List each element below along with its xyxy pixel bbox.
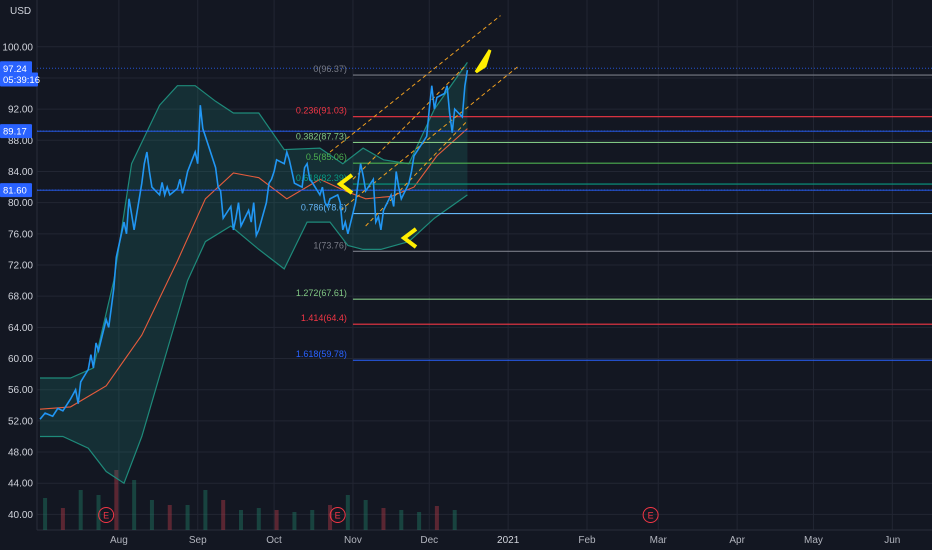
price-tag-label: 81.60	[3, 186, 27, 197]
x-tick-label: Sep	[189, 535, 207, 546]
x-tick-label: Dec	[420, 535, 438, 546]
y-tick-label: 44.00	[8, 479, 33, 490]
volume-bar	[221, 500, 226, 530]
fib-level-label: 1.414(64.4)	[301, 313, 347, 323]
fib-level-label: 0(96.37)	[313, 64, 347, 74]
fib-level-label: 0.786(78.6)	[301, 203, 347, 213]
trend-channel-line	[339, 65, 519, 211]
fib-level-label: 0.382(87.73)	[296, 131, 347, 141]
volume-bar	[274, 510, 279, 530]
fib-level-label: 0.236(91.03)	[296, 106, 347, 116]
price-line	[39, 69, 469, 420]
volume-bar	[452, 510, 457, 530]
price-tag-label: 97.24	[3, 64, 27, 75]
volume-layer	[43, 470, 457, 530]
volume-bar	[399, 510, 404, 530]
earnings-event-label: E	[648, 511, 654, 521]
y-tick-label: 72.00	[8, 261, 33, 272]
earnings-event-icon	[642, 507, 659, 523]
fib-level-label: 1.272(67.61)	[296, 288, 347, 298]
volume-bar	[328, 505, 333, 530]
volume-bar	[238, 510, 243, 530]
y-tick-label: 56.00	[8, 385, 33, 396]
volume-bar	[78, 490, 83, 530]
x-tick-label: Oct	[266, 535, 282, 546]
volume-bar	[96, 495, 101, 530]
volume-bar	[345, 495, 350, 530]
price-tag-label: 05:39:16	[3, 75, 40, 86]
volume-bar	[310, 510, 315, 530]
fib-level-label: 1(73.76)	[313, 240, 347, 250]
arrow-annotation-icon	[336, 173, 354, 195]
moving-average-line	[39, 128, 468, 410]
volume-bar	[60, 508, 65, 530]
volume-bar	[434, 506, 439, 530]
price-tag-label: 89.17	[3, 127, 27, 138]
y-tick-label: 60.00	[8, 354, 33, 365]
trend-channel-line	[329, 15, 501, 153]
earnings-event-label: E	[335, 511, 341, 521]
y-tick-label: 92.00	[8, 105, 33, 116]
y-tick-label: 48.00	[8, 448, 33, 459]
y-tick-label: 64.00	[8, 323, 33, 334]
volume-bar	[167, 505, 172, 530]
earnings-event-icon	[329, 507, 346, 523]
earnings-event-label: E	[103, 511, 109, 521]
fib-level-label: 1.618(59.78)	[296, 349, 347, 359]
trend-channel-line	[365, 120, 468, 227]
arrow-annotation-icon	[474, 49, 492, 74]
volume-bar	[292, 512, 297, 530]
volume-bar	[132, 480, 137, 530]
currency-label: USD	[10, 6, 31, 17]
y-tick-label: 84.00	[8, 167, 33, 178]
price-tag	[0, 72, 38, 87]
x-tick-label: Aug	[110, 535, 128, 546]
y-tick-label: 68.00	[8, 292, 33, 303]
arrow-annotation-icon	[400, 227, 418, 249]
y-tick-label: 88.00	[8, 136, 33, 147]
earnings-event-icon	[98, 507, 115, 523]
volume-bar	[381, 508, 386, 530]
bollinger-lower-line	[40, 194, 468, 485]
volume-bar	[417, 512, 422, 530]
y-tick-label: 80.00	[8, 198, 33, 209]
volume-bar	[203, 490, 208, 530]
x-tick-label: Nov	[344, 535, 362, 546]
volume-bar	[43, 498, 48, 530]
x-tick-label: Feb	[578, 535, 596, 546]
volume-bar	[114, 470, 119, 530]
y-tick-label: 76.00	[8, 229, 33, 240]
x-tick-label: May	[804, 535, 823, 546]
fib-level-label: 0.5(85.06)	[306, 152, 347, 162]
y-tick-label: 100.00	[2, 42, 33, 53]
y-tick-label: 40.00	[8, 510, 33, 521]
volume-bar	[256, 508, 261, 530]
x-tick-label: Apr	[729, 535, 745, 546]
grid-layer	[37, 0, 932, 530]
x-tick-label: Mar	[650, 535, 668, 546]
x-tick-label: Jun	[884, 535, 900, 546]
volume-bar	[149, 500, 154, 530]
volume-bar	[363, 500, 368, 530]
price-tag	[0, 183, 32, 198]
price-tag	[0, 61, 32, 76]
volume-bar	[185, 505, 190, 530]
y-tick-label: 52.00	[8, 416, 33, 427]
price-tag	[0, 124, 32, 139]
fib-level-label: 0.618(82.39)	[296, 173, 347, 183]
x-tick-label: 2021	[497, 535, 520, 546]
trend-channel-line	[352, 65, 466, 180]
